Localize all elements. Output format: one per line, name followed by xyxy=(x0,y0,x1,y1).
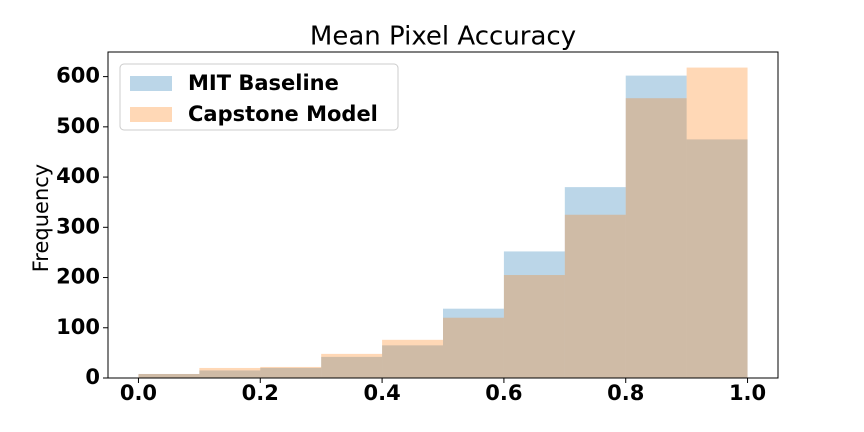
y-tick-label: 300 xyxy=(56,214,100,238)
x-tick-label: 1.0 xyxy=(729,381,766,405)
y-tick-label: 600 xyxy=(56,64,100,88)
histogram-bar xyxy=(321,356,383,378)
histogram-bar xyxy=(260,366,322,378)
histogram-bar xyxy=(443,308,504,378)
x-tick-label: 0.4 xyxy=(363,381,400,405)
x-tick-label: 0.2 xyxy=(242,381,279,405)
histogram-bar xyxy=(686,67,748,378)
histogram-bar xyxy=(443,317,504,378)
histogram-bar xyxy=(199,370,261,378)
histogram-bar xyxy=(199,367,261,378)
plot-frame xyxy=(107,51,779,379)
histogram-bar xyxy=(625,75,687,378)
y-tick-label: 0 xyxy=(85,365,100,389)
x-tick-label: 0.6 xyxy=(485,381,522,405)
y-axis-label: Frequency xyxy=(29,164,53,273)
y-tick-label: 500 xyxy=(56,114,100,138)
legend-swatch xyxy=(130,76,172,91)
histogram-bar xyxy=(260,367,322,378)
legend-swatch xyxy=(130,107,172,122)
y-tick-label: 400 xyxy=(56,164,100,188)
chart-title: Mean Pixel Accuracy xyxy=(310,22,576,52)
legend-box xyxy=(119,63,399,131)
x-tick-label: 0.0 xyxy=(120,381,157,405)
x-tick-label: 0.8 xyxy=(607,381,644,405)
histogram-bar xyxy=(138,373,200,378)
histogram-bar xyxy=(321,353,383,378)
histogram-bar xyxy=(625,98,687,378)
histogram-bar xyxy=(138,373,200,378)
histogram-bar xyxy=(382,339,443,378)
histogram-bar xyxy=(686,139,748,378)
histogram-bar xyxy=(503,275,565,378)
histogram-bar xyxy=(503,251,565,378)
legend-label: MIT Baseline xyxy=(188,71,339,95)
legend-label: Capstone Model xyxy=(188,102,378,126)
histogram-bar xyxy=(564,214,626,378)
histogram-bar xyxy=(382,345,443,378)
histogram-bar xyxy=(564,187,626,378)
y-tick-label: 200 xyxy=(56,265,100,289)
y-tick-label: 100 xyxy=(56,315,100,339)
